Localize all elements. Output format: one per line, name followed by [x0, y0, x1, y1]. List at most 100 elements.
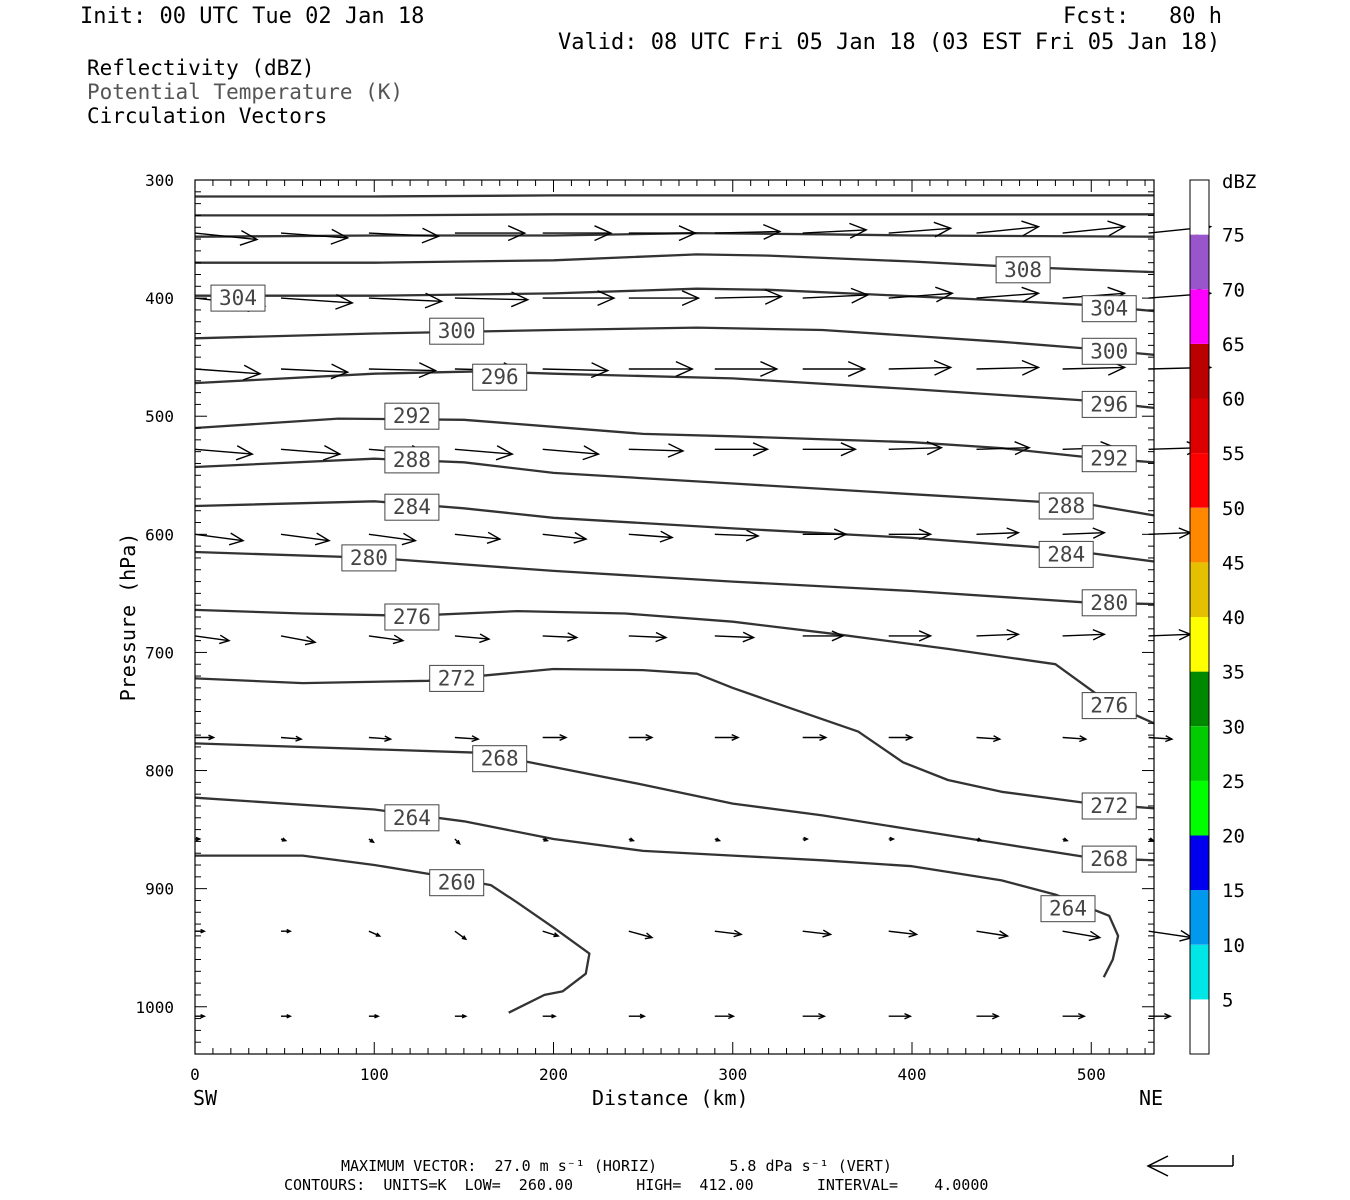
- contour-label-284: 284: [1038, 540, 1094, 568]
- vector-arrow: [1062, 628, 1107, 641]
- vector-arrow: [714, 442, 770, 457]
- vector-arrow: [280, 532, 331, 546]
- colorbar-bin: [1190, 507, 1209, 563]
- vector-arrow: [628, 443, 685, 458]
- svg-text:280: 280: [1090, 591, 1128, 615]
- vector-arrow: [195, 836, 202, 842]
- vector-arrow: [1062, 220, 1127, 237]
- svg-text:296: 296: [1090, 392, 1128, 416]
- contour-label-268: 268: [472, 745, 528, 773]
- vector-arrow: [802, 836, 809, 842]
- vector-arrow: [888, 836, 896, 842]
- colorbar-bin: [1190, 180, 1209, 235]
- vector-arrow: [454, 531, 502, 544]
- vector-arrow: [542, 837, 550, 842]
- vector-arrow: [280, 363, 350, 380]
- vector-arrow: [368, 930, 382, 937]
- vector-arrow: [976, 735, 1002, 743]
- contour-label-276: 276: [1081, 692, 1137, 720]
- contour-note: CONTOURS: UNITS=K LOW= 260.00 HIGH= 412.…: [284, 1176, 989, 1194]
- x-tick-label: 400: [898, 1065, 927, 1084]
- vector-arrow: [628, 290, 701, 307]
- x-tick-label: 300: [718, 1065, 747, 1084]
- vector-arrow: [195, 1013, 207, 1019]
- isentrope-320: [195, 194, 1154, 198]
- colorbar-level-label: 75: [1222, 225, 1245, 247]
- vector-arrow: [976, 441, 1031, 456]
- vector-arrow: [714, 223, 782, 240]
- svg-text:304: 304: [219, 286, 257, 310]
- vector-arrow: [195, 928, 207, 934]
- vector-arrow: [542, 1013, 557, 1019]
- contour-label-260: 260: [429, 869, 485, 897]
- svg-text:276: 276: [1090, 694, 1128, 718]
- y-tick-label: 900: [145, 880, 174, 899]
- vector-arrow: [802, 929, 833, 938]
- vector-arrow: [1148, 735, 1174, 743]
- colorbar-frame: [1189, 179, 1210, 1055]
- colorbar-level-label: 40: [1222, 607, 1245, 629]
- colorbar-bin: [1190, 890, 1209, 945]
- vector-arrow: [802, 287, 870, 304]
- vector-arrow: [628, 530, 674, 543]
- contour-label-304: 304: [210, 284, 266, 312]
- contour-label-288: 288: [1038, 492, 1094, 520]
- vector-arrow: [628, 837, 636, 842]
- vector-arrow: [714, 631, 756, 643]
- contour-labels: 260 264 264 268 268 272 272 276 276 280 280 284 284 2…: [210, 256, 1137, 923]
- isentrope-276: [194, 608, 1155, 725]
- vector-arrow: [454, 225, 527, 242]
- vector-arrow: [888, 286, 955, 303]
- vector-arrow: [1062, 930, 1102, 942]
- vector-arrow: [976, 628, 1021, 641]
- svg-text:280: 280: [350, 546, 388, 570]
- reference-vector: [1146, 1155, 1234, 1177]
- vector-arrow: [194, 634, 231, 645]
- vector-arrow: [454, 1013, 468, 1019]
- vector-arrow: [976, 1012, 1000, 1020]
- contour-label-308: 308: [995, 256, 1051, 284]
- colorbar-level-label: 5: [1222, 989, 1233, 1011]
- vector-arrow: [714, 1013, 736, 1020]
- vector-arrow: [542, 290, 616, 307]
- init-time: Init: 00 UTC Tue 02 Jan 18: [80, 4, 425, 29]
- y-tick-label: 600: [145, 525, 174, 544]
- vector-arrow: [195, 734, 216, 741]
- vector-arrow: [1148, 527, 1193, 539]
- colorbar-level-label: 70: [1222, 279, 1245, 301]
- svg-text:304: 304: [1090, 297, 1128, 321]
- valid-time: Valid: 08 UTC Fri 05 Jan 18 (03 EST Fri …: [558, 30, 1221, 55]
- vector-arrow: [714, 837, 722, 842]
- contour-label-284: 284: [384, 493, 440, 521]
- vector-arrow: [542, 225, 613, 242]
- vector-arrow: [454, 735, 480, 743]
- vector-arrow: [280, 735, 303, 742]
- colorbar-level-label: 10: [1222, 935, 1245, 957]
- vector-arrow: [714, 733, 740, 741]
- vector-arrow: [976, 286, 1041, 303]
- vector-arrow: [976, 930, 1010, 940]
- vector-arrow: [802, 360, 867, 377]
- svg-text:308: 308: [1004, 258, 1042, 282]
- contour-label-272: 272: [1081, 792, 1137, 820]
- vector-arrow: [628, 225, 698, 242]
- isentrope-264: [194, 796, 1120, 978]
- colorbar-bin: [1190, 671, 1209, 727]
- vector-arrow: [1062, 735, 1088, 743]
- contour-label-264: 264: [384, 804, 440, 832]
- vector-arrow: [280, 635, 317, 646]
- x-tick-label: 500: [1077, 1065, 1106, 1084]
- vector-arrow: [281, 1013, 293, 1019]
- colorbar-level-label: 50: [1222, 498, 1245, 520]
- contour-label-300: 300: [429, 317, 485, 345]
- vector-arrow: [281, 928, 292, 934]
- colorbar-bin: [1190, 234, 1209, 290]
- max-vector-note: MAXIMUM VECTOR: 27.0 m s⁻¹ (HORIZ) 5.8 d…: [341, 1157, 892, 1175]
- vector-arrow: [542, 531, 588, 544]
- svg-text:300: 300: [1090, 339, 1128, 363]
- vector-arrow: [976, 837, 983, 842]
- isentrope-304: [195, 287, 1155, 313]
- colorbar-level-label: 65: [1222, 334, 1245, 356]
- x-axis-title: Distance (km): [592, 1086, 749, 1110]
- contour-label-280: 280: [1081, 589, 1137, 617]
